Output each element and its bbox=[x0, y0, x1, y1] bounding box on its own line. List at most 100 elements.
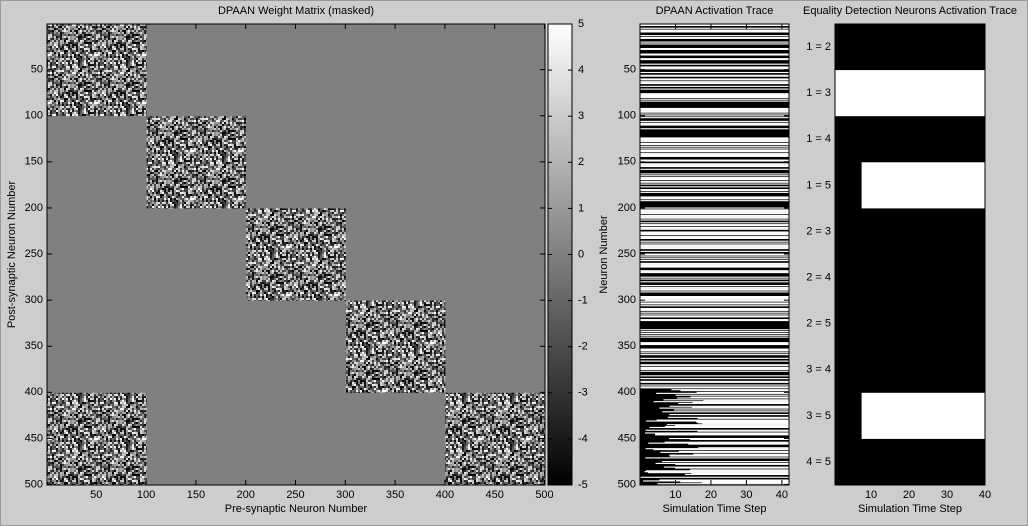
x-tick-label: 100 bbox=[137, 489, 155, 501]
raster-row bbox=[640, 66, 789, 68]
raster-row bbox=[640, 120, 789, 122]
raster-row bbox=[664, 441, 789, 443]
raster-row bbox=[640, 365, 789, 367]
colorbar-tick-label: -5 bbox=[578, 479, 588, 491]
y-tick-label: 1 = 3 bbox=[806, 87, 831, 99]
y-tick-label: 100 bbox=[618, 110, 636, 122]
raster-row bbox=[688, 443, 789, 445]
y-tick-label: 3 = 4 bbox=[806, 364, 831, 376]
raster-row bbox=[640, 54, 789, 56]
raster-row bbox=[640, 168, 789, 170]
raster-row bbox=[640, 181, 789, 183]
weight-block bbox=[47, 392, 147, 485]
raster-row bbox=[656, 419, 789, 421]
raster-row bbox=[640, 165, 789, 168]
raster-row bbox=[640, 212, 789, 214]
raster-row bbox=[640, 299, 789, 301]
raster-row bbox=[640, 110, 789, 112]
raster-row bbox=[640, 164, 789, 166]
raster-row bbox=[669, 455, 789, 457]
x-tick-label: 40 bbox=[776, 489, 788, 501]
y-tick-label: 50 bbox=[31, 64, 43, 76]
raster-row bbox=[640, 232, 789, 234]
y-axis-label: Neuron Number bbox=[598, 215, 610, 294]
raster-row bbox=[640, 74, 789, 76]
y-tick-label: 450 bbox=[618, 432, 636, 444]
raster-row bbox=[640, 173, 789, 175]
raster-row bbox=[640, 81, 789, 83]
raster-row bbox=[640, 177, 789, 179]
x-tick-label: 200 bbox=[237, 489, 255, 501]
raster-row bbox=[640, 128, 789, 130]
y-tick-label: 2 = 5 bbox=[806, 318, 831, 330]
raster-row bbox=[690, 396, 789, 398]
raster-row bbox=[660, 451, 789, 453]
raster-row bbox=[640, 117, 789, 119]
raster-row bbox=[640, 272, 789, 274]
raster-row bbox=[640, 180, 789, 182]
raster-row bbox=[640, 83, 789, 85]
raster-row bbox=[640, 271, 789, 273]
raster-row bbox=[640, 142, 789, 145]
x-tick-label: 10 bbox=[669, 489, 681, 501]
raster-row bbox=[640, 313, 789, 315]
weight-block bbox=[246, 208, 346, 301]
raster-row bbox=[640, 364, 789, 366]
raster-row bbox=[640, 264, 789, 266]
raster-row bbox=[640, 224, 789, 227]
x-tick-label: 30 bbox=[941, 489, 953, 501]
colorbar-tick-label: 3 bbox=[578, 110, 584, 122]
raster-row bbox=[698, 447, 789, 449]
raster-row bbox=[640, 253, 789, 255]
raster-row bbox=[640, 140, 789, 142]
raster-row bbox=[640, 197, 789, 199]
raster-row bbox=[640, 336, 789, 338]
y-tick-label: 1 = 4 bbox=[806, 133, 831, 145]
raster-row bbox=[640, 93, 789, 95]
raster-row bbox=[640, 35, 789, 37]
axes-frame bbox=[834, 23, 986, 486]
raster-row bbox=[640, 159, 789, 161]
x-tick-label: 40 bbox=[979, 489, 991, 501]
colorbar-tick-label: 4 bbox=[578, 64, 584, 76]
y-tick-label: 100 bbox=[25, 110, 43, 122]
raster-row bbox=[640, 342, 789, 344]
raster-row bbox=[640, 343, 789, 346]
raster-row bbox=[640, 476, 789, 478]
raster-row bbox=[640, 386, 789, 388]
raster-row bbox=[640, 94, 789, 96]
raster-row bbox=[640, 331, 789, 333]
raster-row bbox=[640, 183, 789, 185]
raster-row bbox=[640, 186, 789, 188]
raster-row bbox=[640, 227, 789, 229]
raster-row bbox=[640, 209, 789, 211]
raster-row bbox=[640, 41, 789, 43]
raster-row bbox=[640, 246, 789, 248]
raster-row bbox=[640, 387, 789, 389]
raster-row bbox=[640, 281, 789, 283]
y-tick-label: 2 = 3 bbox=[806, 225, 831, 237]
y-tick-label: 50 bbox=[624, 64, 636, 76]
raster-row bbox=[640, 260, 789, 262]
raster-row bbox=[640, 37, 789, 39]
raster-row bbox=[640, 82, 789, 84]
raster-row bbox=[640, 214, 789, 216]
raster-row bbox=[640, 149, 789, 151]
raster-row bbox=[640, 63, 789, 65]
raster-row bbox=[640, 329, 789, 331]
raster-row bbox=[640, 219, 789, 221]
raster-row bbox=[662, 411, 789, 413]
raster-row bbox=[640, 357, 789, 359]
raster-row bbox=[640, 354, 789, 356]
raster-row bbox=[640, 107, 789, 110]
raster-row bbox=[674, 425, 789, 427]
raster-row bbox=[640, 332, 789, 334]
raster-row bbox=[640, 226, 789, 228]
raster-row bbox=[640, 88, 789, 90]
raster-row bbox=[640, 215, 789, 217]
y-tick-label: 450 bbox=[25, 432, 43, 444]
raster-row bbox=[640, 254, 789, 256]
raster-row bbox=[663, 466, 789, 468]
raster-row bbox=[640, 150, 789, 152]
